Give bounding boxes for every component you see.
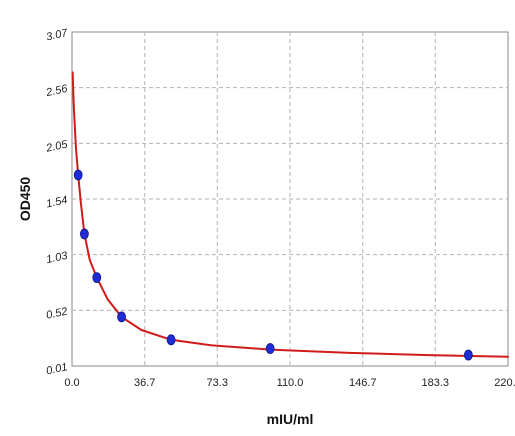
x-tick-label: 0.0 bbox=[64, 377, 79, 389]
y-tick-label: 2.56 bbox=[44, 83, 69, 100]
y-axis-title: OD450 bbox=[17, 177, 33, 222]
x-tick-label: 183.3 bbox=[422, 377, 450, 389]
data-point bbox=[166, 334, 176, 346]
y-tick-label: 3.07 bbox=[45, 27, 69, 43]
fit-curve-layer bbox=[71, 71, 509, 358]
x-tick-label: 73.3 bbox=[207, 377, 228, 389]
x-tick-label: 220.0 bbox=[494, 377, 515, 389]
x-tick-label: 36.7 bbox=[134, 377, 155, 389]
x-axis-title: mIU/ml bbox=[267, 411, 314, 427]
data-point bbox=[79, 228, 89, 240]
data-point bbox=[92, 272, 102, 283]
data-point bbox=[73, 169, 83, 181]
x-tick-label: 146.7 bbox=[349, 377, 377, 389]
grid-lines bbox=[72, 32, 508, 366]
y-tick-label: 0.52 bbox=[45, 306, 68, 322]
x-tick-label: 110.0 bbox=[277, 377, 304, 389]
data-points-layer bbox=[73, 169, 473, 361]
data-point bbox=[265, 343, 275, 354]
data-point bbox=[117, 311, 126, 323]
y-tick-label: 2.05 bbox=[44, 138, 69, 155]
y-tick-label: 0.01 bbox=[45, 361, 68, 377]
fit-curve-line bbox=[71, 71, 509, 358]
tick-labels: 0.0 36.7 73.3 110.0 146.7 183.3 220.0 0.01 0.52 1… bbox=[44, 27, 515, 389]
data-point bbox=[463, 349, 473, 361]
y-tick-label: 1.03 bbox=[45, 250, 69, 266]
y-tick-label: 1.54 bbox=[45, 194, 68, 210]
